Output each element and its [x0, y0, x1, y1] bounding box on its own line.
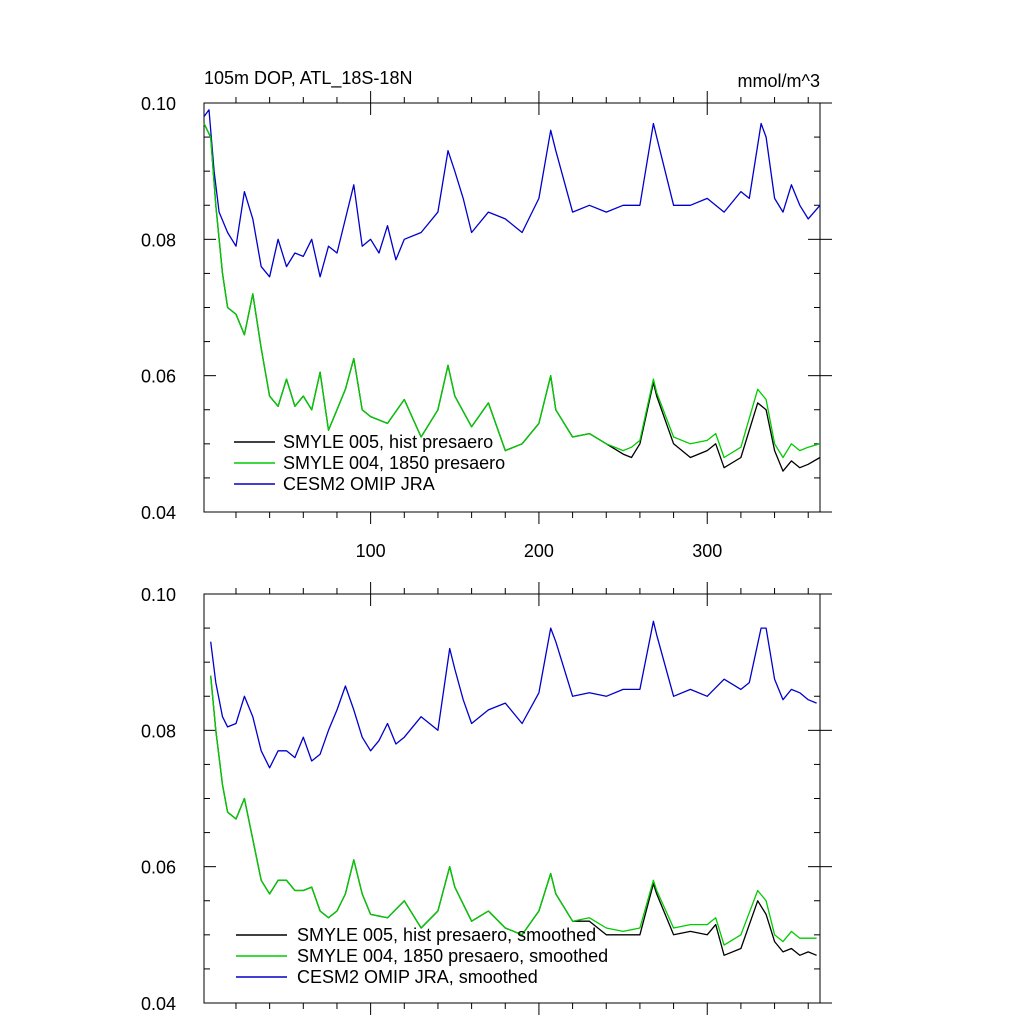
y-tick-label: 0.08	[141, 721, 176, 741]
series-lines-top	[203, 109, 821, 472]
chart-title: 105m DOP, ATL_18S-18N	[204, 68, 412, 89]
y-tick-label: 0.04	[141, 503, 176, 523]
y-tick-label: 0.10	[141, 94, 176, 114]
panel-bottom: 0.04 0.06 0.08 0.10 SMYLE 005, hist presaer…	[141, 582, 832, 1015]
series-line-1	[203, 123, 821, 459]
x-tick-label: 200	[524, 541, 554, 561]
legend-label: CESM2 OMIP JRA	[283, 474, 435, 494]
units-label: mmol/m^3	[738, 71, 820, 91]
series-line-0	[210, 675, 817, 956]
y-tick-label: 0.04	[141, 994, 176, 1014]
tick-marks-top	[204, 91, 832, 524]
series-line-1	[210, 675, 817, 946]
series-line-2	[203, 109, 821, 278]
x-tick-label: 100	[356, 541, 386, 561]
legend-label: CESM2 OMIP JRA, smoothed	[297, 967, 538, 987]
panel-top: 105m DOP, ATL_18S-18N mmol/m^3 0.040.060…	[141, 68, 832, 561]
tick-marks-bottom	[204, 582, 832, 1015]
y-tick-label: 0.06	[141, 858, 176, 878]
series-line-0	[203, 123, 821, 472]
legend-bottom: SMYLE 005, hist presaero, smoothedSMYLE …	[236, 925, 608, 987]
y-tick-label: 0.08	[141, 230, 176, 250]
y-tick-labels-bottom: 0.04 0.06 0.08 0.10	[141, 585, 176, 1014]
legend-label: SMYLE 005, hist presaero	[283, 432, 493, 452]
y-tick-label: 0.06	[141, 367, 176, 387]
legend-label: SMYLE 004, 1850 presaero, smoothed	[297, 946, 608, 966]
y-tick-labels-top: 0.04 0.06 0.08 0.10	[141, 94, 176, 523]
series-lines-bottom	[210, 620, 817, 956]
legend-label: SMYLE 004, 1850 presaero	[283, 453, 505, 473]
x-tick-labels-top: 100 200 300	[356, 541, 723, 561]
x-tick-label: 300	[692, 541, 722, 561]
legend-label: SMYLE 005, hist presaero, smoothed	[297, 925, 596, 945]
y-tick-label: 0.10	[141, 585, 176, 605]
series-line-2	[210, 620, 817, 769]
